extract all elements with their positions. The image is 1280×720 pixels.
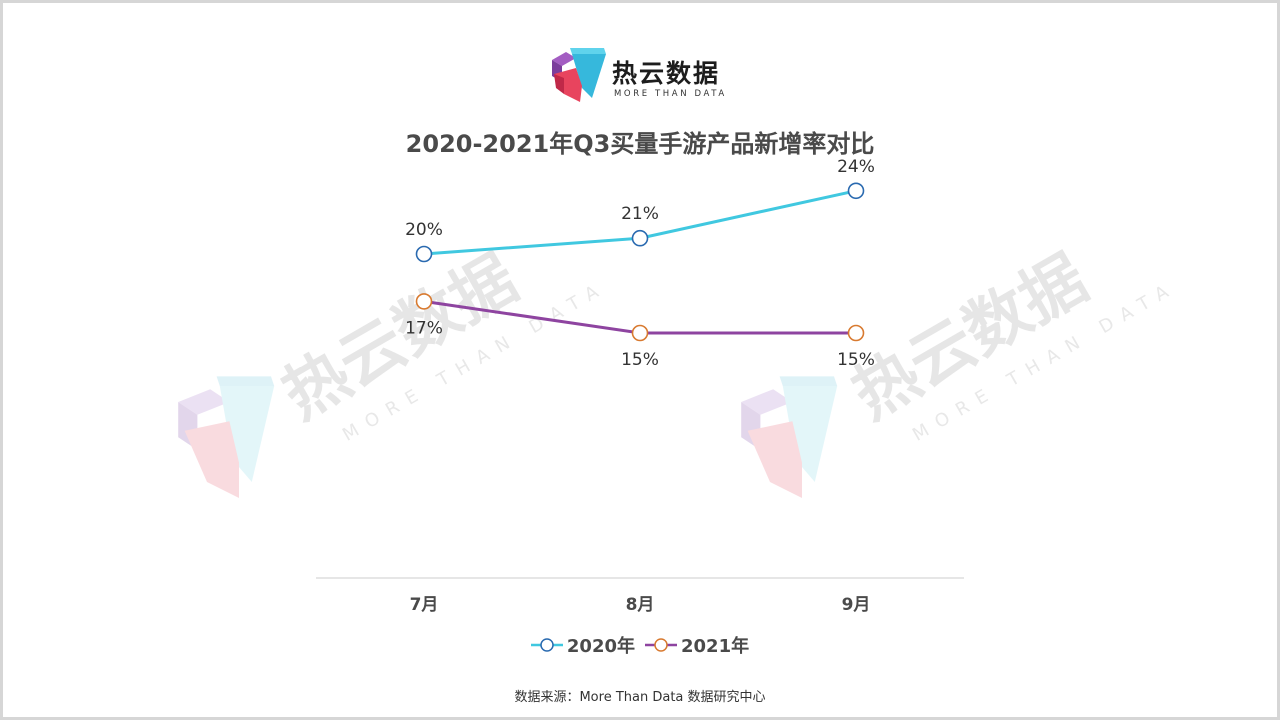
data-label-2020: 21% <box>621 204 659 224</box>
brand-logo: 热云数据 MORE THAN DATA <box>548 46 748 102</box>
x-tick-label: 7月 <box>410 595 439 615</box>
brand-name: 热云数据 <box>612 59 721 88</box>
data-point-2020 <box>847 182 865 200</box>
data-point-2021 <box>631 324 649 342</box>
data-label-2020: 20% <box>405 220 443 240</box>
data-point-2020 <box>631 229 649 247</box>
data-source-note: 数据来源：More Than Data 数据研究中心 <box>514 690 766 705</box>
data-label-2020: 24% <box>837 157 875 177</box>
legend-line-marker-2020-icon <box>530 638 563 652</box>
data-point-2021 <box>847 324 865 342</box>
watermark-left: 热云数据 MORE THAN DATA <box>178 242 611 498</box>
legend-label-2021: 2021年 <box>681 636 750 657</box>
data-point-2021 <box>415 293 433 310</box>
chart-title: 2020-2021年Q3买量手游产品新增率对比 <box>405 130 875 158</box>
logo-cube-icon <box>552 48 606 102</box>
x-tick-label: 8月 <box>626 595 655 615</box>
legend-item-2020: 2020年 <box>530 632 635 658</box>
x-tick-label: 9月 <box>842 595 871 615</box>
plot-area: 7月 8月 9月 20% 21% 24% 17% 15% 15% <box>405 157 875 615</box>
data-label-2021: 17% <box>405 318 443 338</box>
legend-line-marker-2021-icon <box>645 638 677 652</box>
watermark-right: 热云数据 MORE THAN DATA <box>741 242 1181 498</box>
data-label-2021: 15% <box>837 350 875 370</box>
legend-label-2020: 2020年 <box>566 636 635 657</box>
brand-tagline: MORE THAN DATA <box>614 89 727 99</box>
legend-item-2021: 2021年 <box>645 632 749 658</box>
data-label-2021: 15% <box>621 350 659 370</box>
chart-legend: 2020年 2021年 <box>0 632 1280 658</box>
data-point-2020 <box>415 245 433 263</box>
